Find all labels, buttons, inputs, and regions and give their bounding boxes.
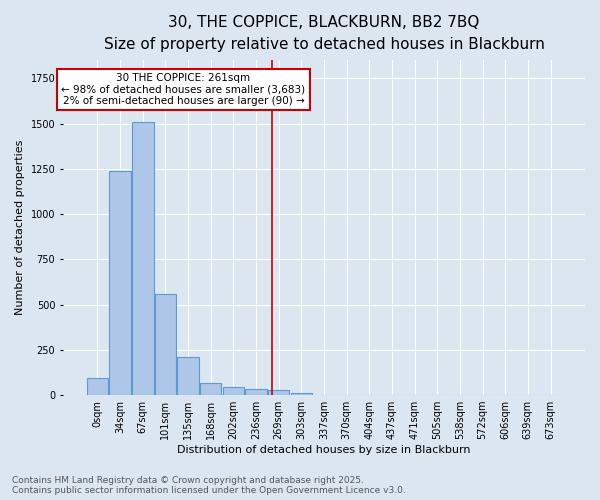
- Text: 30 THE COPPICE: 261sqm
← 98% of detached houses are smaller (3,683)
2% of semi-d: 30 THE COPPICE: 261sqm ← 98% of detached…: [61, 73, 305, 106]
- X-axis label: Distribution of detached houses by size in Blackburn: Distribution of detached houses by size …: [177, 445, 471, 455]
- Bar: [290, 394, 312, 395]
- Bar: [177, 357, 199, 395]
- Bar: [109, 170, 131, 395]
- Bar: [268, 390, 289, 395]
- Title: 30, THE COPPICE, BLACKBURN, BB2 7BQ
Size of property relative to detached houses: 30, THE COPPICE, BLACKBURN, BB2 7BQ Size…: [104, 15, 544, 52]
- Bar: [245, 388, 267, 395]
- Y-axis label: Number of detached properties: Number of detached properties: [15, 140, 25, 316]
- Bar: [200, 384, 221, 395]
- Bar: [86, 378, 108, 395]
- Bar: [155, 294, 176, 395]
- Bar: [223, 387, 244, 395]
- Text: Contains HM Land Registry data © Crown copyright and database right 2025.
Contai: Contains HM Land Registry data © Crown c…: [12, 476, 406, 495]
- Bar: [132, 122, 154, 395]
